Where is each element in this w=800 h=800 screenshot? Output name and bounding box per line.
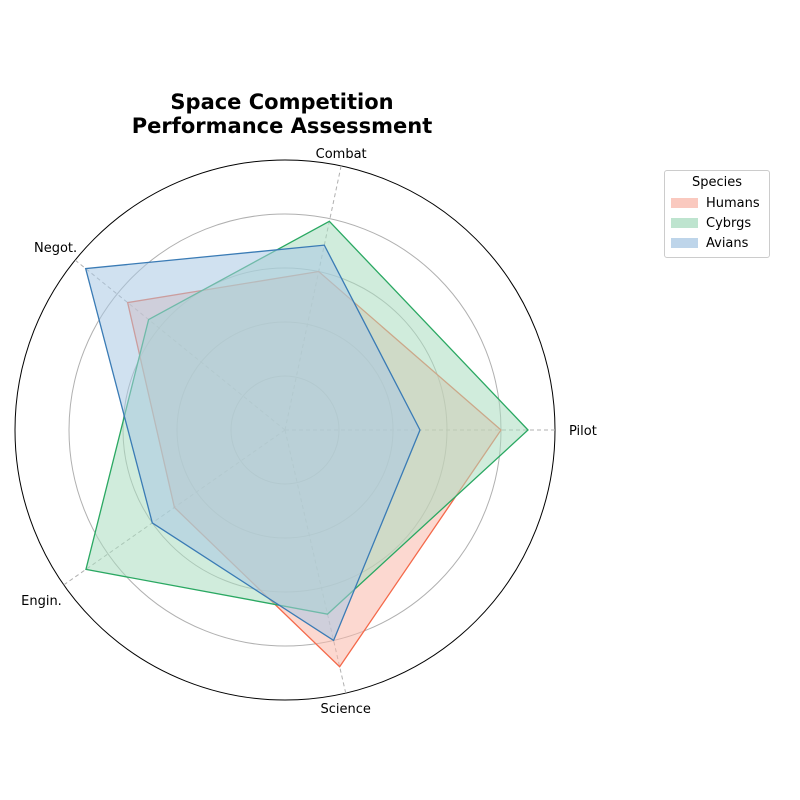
legend-item-cybrgs: Cybrgs (665, 213, 769, 233)
axis-label-pilot: Pilot (569, 424, 597, 439)
legend-label: Humans (706, 195, 760, 211)
legend-swatch (671, 198, 698, 208)
legend-label: Cybrgs (706, 215, 752, 231)
legend-swatch (671, 218, 698, 228)
chart-title: Space Competition Performance Assessment (131, 90, 433, 138)
legend-label: Avians (706, 235, 749, 251)
axis-label-engin: Engin. (21, 594, 62, 609)
legend-title: Species (691, 175, 743, 190)
legend-item-humans: Humans (665, 193, 769, 213)
legend-swatch (671, 238, 698, 248)
series-avians (84, 244, 421, 642)
legend: Species Humans Cybrgs Avians (664, 170, 770, 258)
legend-item-avians: Avians (665, 233, 769, 253)
axis-label-negot: Negot. (34, 241, 77, 256)
axis-label-combat: Combat (316, 147, 367, 162)
axis-label-science: Science (321, 702, 371, 717)
